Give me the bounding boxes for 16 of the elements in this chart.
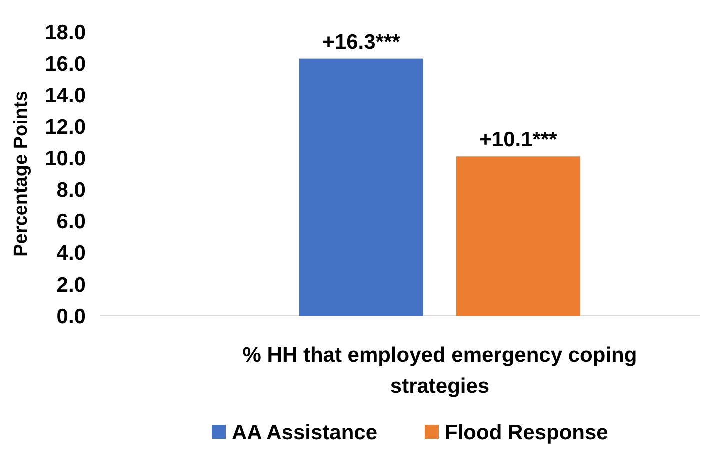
data-label: +10.1*** bbox=[480, 128, 558, 152]
x-tick-label: % HH that employed emergency coping strategies bbox=[242, 344, 638, 398]
y-tick-label: 4.0 bbox=[56, 242, 86, 266]
y-tick-label: 2.0 bbox=[56, 274, 86, 297]
legend-label: Flood Response bbox=[445, 421, 608, 444]
y-tick-label: 18.0 bbox=[45, 21, 86, 44]
y-tick-label: 16.0 bbox=[45, 52, 86, 76]
y-tick-label: 0.0 bbox=[56, 305, 86, 328]
y-tick-label: 8.0 bbox=[56, 179, 86, 202]
data-label: +16.3*** bbox=[322, 30, 402, 54]
y-tick-label: 14.0 bbox=[45, 84, 86, 108]
y-axis-title: Percentage Points bbox=[11, 91, 32, 257]
legend-label: AA Assistance bbox=[232, 421, 378, 444]
y-tick-label: 10.0 bbox=[45, 148, 86, 171]
y-tick-label: 6.0 bbox=[56, 210, 86, 234]
y-tick-label: 12.0 bbox=[45, 116, 86, 140]
